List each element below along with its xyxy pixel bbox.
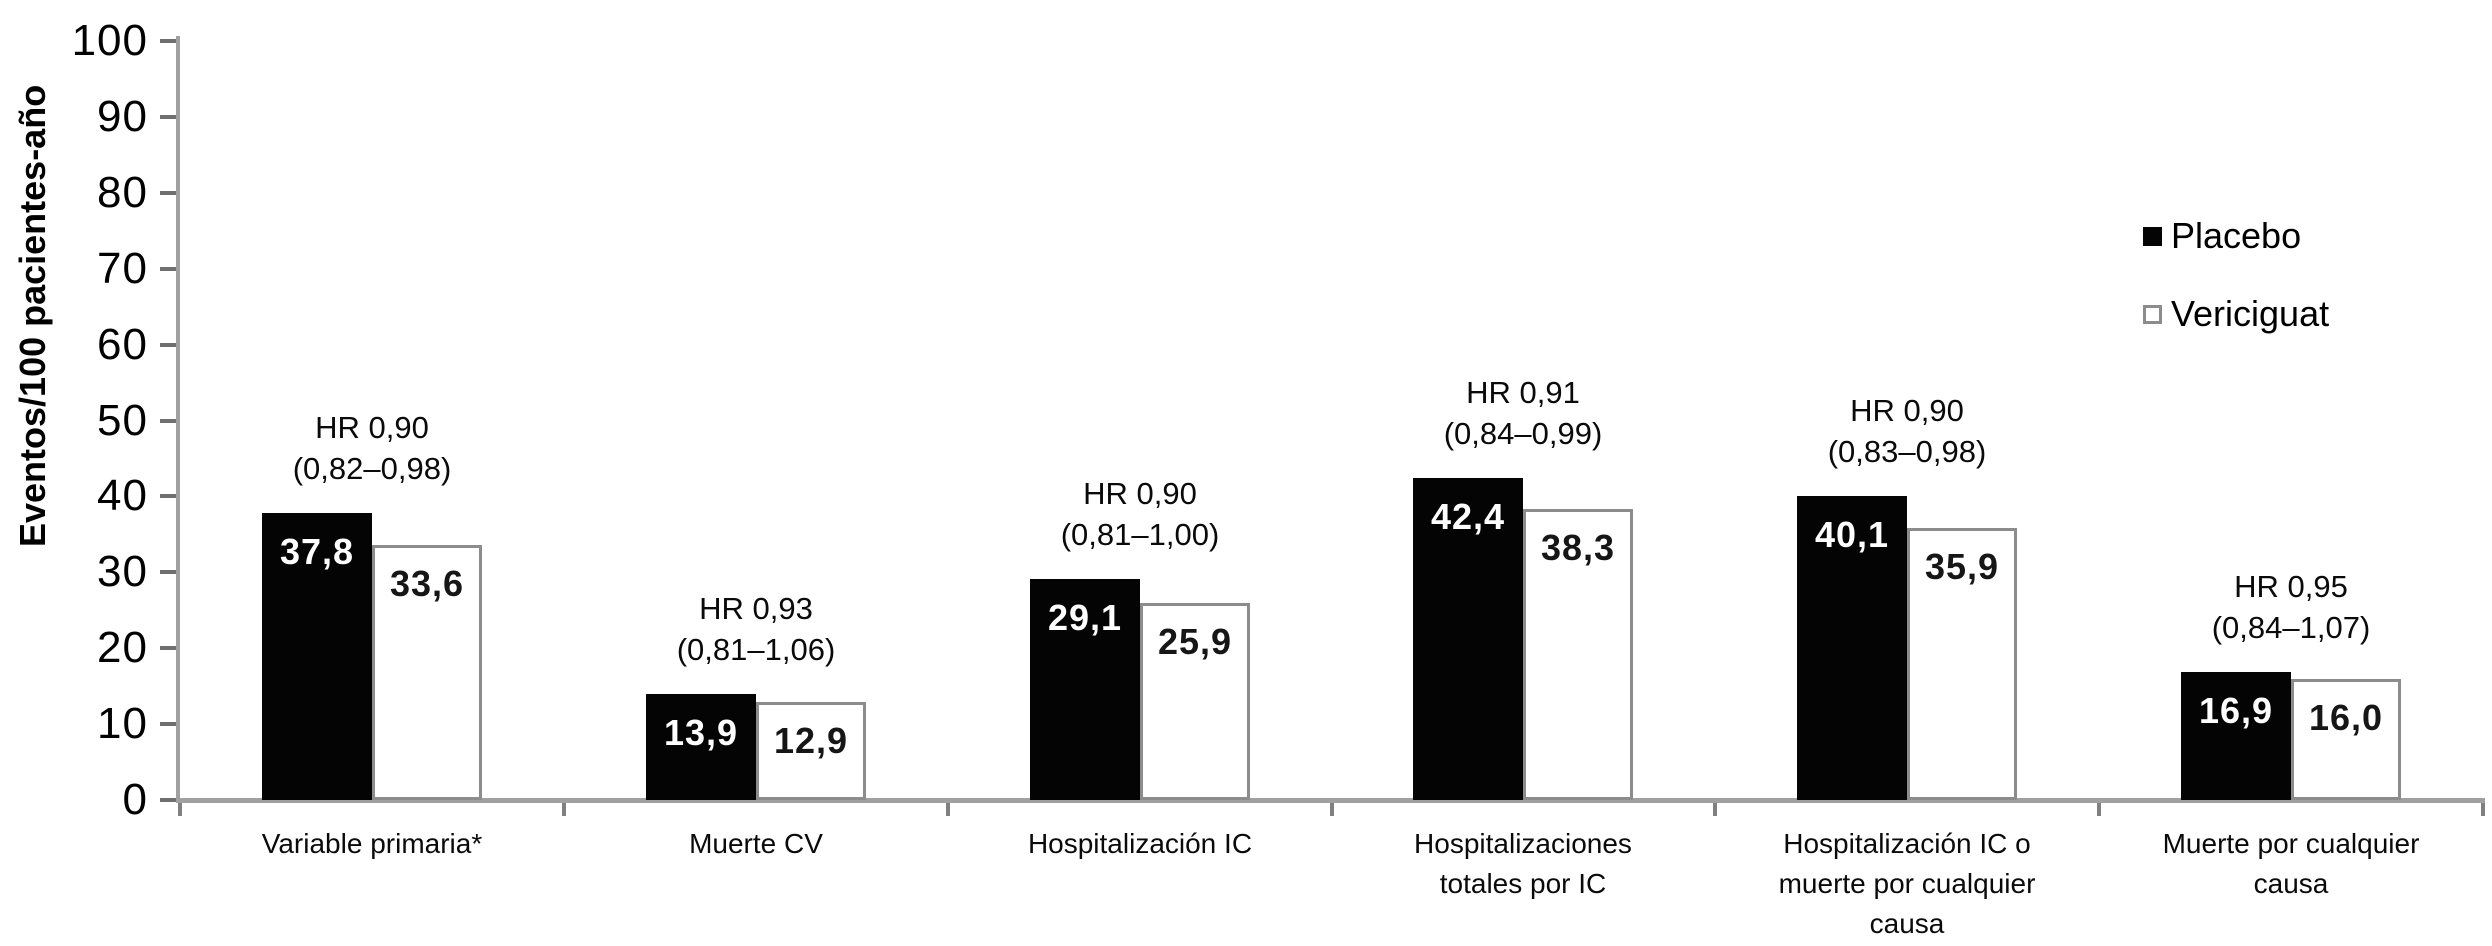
hr-annotation: HR 0,91 (0,84–0,99): [1323, 372, 1723, 454]
bar-value-label-placebo: 37,8: [279, 531, 355, 572]
hr-annotation: HR 0,90 (0,83–0,98): [1707, 390, 2107, 472]
bar-placebo: [2181, 672, 2291, 800]
hr-annotation-line: HR 0,90: [1083, 476, 1197, 511]
bar-value-label-vericiguat: 38,3: [1540, 527, 1616, 568]
bar-value-label-placebo: 42,4: [1430, 496, 1506, 537]
bar-value-label-vericiguat: 33,6: [389, 563, 465, 604]
bar-vericiguat: [1140, 603, 1250, 800]
x-tick: [562, 803, 566, 816]
x-axis-line: [176, 798, 2485, 803]
bar-value-label-placebo: 13,9: [663, 712, 739, 753]
category-label-line: Hospitalizaciones: [1414, 828, 1632, 859]
bar-value-label-vericiguat: 16,0: [2308, 697, 2384, 738]
y-tick: [160, 343, 176, 347]
category-label: Hospitalizaciones totales por IC: [1335, 824, 1711, 904]
hr-annotation-line: (0,84–0,99): [1443, 416, 1603, 451]
category-label-line: Variable primaria*: [261, 828, 483, 859]
bar-placebo: [646, 694, 756, 800]
hr-annotation-line: HR 0,90: [315, 410, 429, 445]
y-tick-label: 20: [97, 623, 148, 672]
y-tick: [160, 267, 176, 271]
y-tick: [160, 191, 176, 195]
y-tick: [160, 798, 176, 802]
hr-annotation-line: HR 0,95: [2234, 569, 2348, 604]
legend-item-placebo: Placebo: [2143, 215, 2302, 256]
y-tick: [160, 722, 176, 726]
y-tick: [160, 115, 176, 119]
hr-annotation: HR 0,90 (0,82–0,98): [172, 407, 572, 489]
x-tick: [2097, 803, 2101, 816]
category-label: Muerte por cualquier causa: [2103, 824, 2479, 904]
y-tick: [160, 570, 176, 574]
category-label: Variable primaria*: [184, 824, 560, 864]
y-tick-label: 80: [97, 168, 148, 217]
bar-value-label-vericiguat: 12,9: [773, 720, 849, 761]
bar-value-label-placebo: 29,1: [1047, 597, 1123, 638]
category-label-line: Hospitalización IC: [1027, 828, 1253, 859]
bar-value-label-placebo: 40,1: [1814, 514, 1890, 555]
bar-placebo: [1030, 579, 1140, 800]
y-tick-label: 70: [97, 244, 148, 293]
hr-annotation-line: (0,83–0,98): [1827, 434, 1987, 469]
hr-annotation: HR 0,95 (0,84–1,07): [2091, 566, 2491, 648]
bar-value-label-placebo: 16,9: [2198, 690, 2274, 731]
category-label-line: causa: [1869, 908, 1945, 939]
y-tick: [160, 494, 176, 498]
category-label-line: totales por IC: [1439, 868, 1607, 899]
x-tick: [1713, 803, 1717, 816]
x-tick: [178, 803, 182, 816]
y-tick-label: 30: [97, 547, 148, 596]
hr-annotation: HR 0,93 (0,81–1,06): [556, 588, 956, 670]
hr-annotation-line: (0,84–1,07): [2211, 610, 2371, 645]
y-tick-label: 100: [71, 16, 148, 65]
hr-annotation-line: (0,81–1,06): [676, 632, 836, 667]
hr-annotation-line: HR 0,90: [1850, 393, 1964, 428]
legend-label-vericiguat: Vericiguat: [2171, 293, 2330, 334]
category-label-line: muerte por cualquier: [1778, 868, 2036, 899]
category-label: Muerte CV: [568, 824, 944, 864]
category-label-line: Muerte CV: [689, 828, 823, 859]
bar-placebo: [1797, 496, 1907, 800]
bar-value-label-vericiguat: 25,9: [1157, 621, 1233, 662]
legend-item-vericiguat: Vericiguat: [2143, 293, 2330, 334]
y-tick-label: 40: [97, 471, 148, 520]
y-tick-label: 0: [122, 775, 148, 824]
bar-vericiguat: [2291, 679, 2401, 800]
x-tick: [1330, 803, 1334, 816]
hr-annotation: HR 0,90 (0,81–1,00): [940, 473, 1340, 555]
y-tick: [160, 646, 176, 650]
category-label-line: causa: [2253, 868, 2329, 899]
y-tick: [160, 39, 176, 43]
hr-annotation-line: (0,81–1,00): [1060, 517, 1220, 552]
y-tick-label: 50: [97, 396, 148, 445]
category-label: Hospitalización IC: [952, 824, 1328, 864]
vericiguat-swatch-icon: [2143, 304, 2162, 324]
y-tick-label: 90: [97, 92, 148, 141]
hr-annotation-line: HR 0,93: [699, 591, 813, 626]
bar-vericiguat: [756, 702, 866, 800]
bar-vericiguat: [1907, 528, 2017, 800]
y-tick-label: 10: [97, 699, 148, 748]
y-axis-line: [176, 36, 180, 802]
y-tick: [160, 419, 176, 423]
bar-vericiguat: [372, 545, 482, 800]
category-label-line: Muerte por cualquier: [2162, 828, 2420, 859]
bar-placebo: [1413, 478, 1523, 800]
hr-annotation-line: (0,82–0,98): [292, 451, 452, 486]
hr-annotation-line: HR 0,91: [1466, 375, 1580, 410]
category-label-line: Hospitalización IC o: [1783, 828, 2031, 859]
bar-vericiguat: [1523, 509, 1633, 800]
y-tick-label: 60: [97, 320, 148, 369]
category-label: Hospitalización IC o muerte por cualquier…: [1719, 824, 2095, 944]
placebo-swatch-icon: [2143, 226, 2162, 246]
x-tick: [2481, 803, 2485, 816]
legend-label-placebo: Placebo: [2171, 215, 2302, 256]
x-tick: [946, 803, 950, 816]
bar-placebo: [262, 513, 372, 800]
bar-value-label-vericiguat: 35,9: [1924, 546, 2000, 587]
